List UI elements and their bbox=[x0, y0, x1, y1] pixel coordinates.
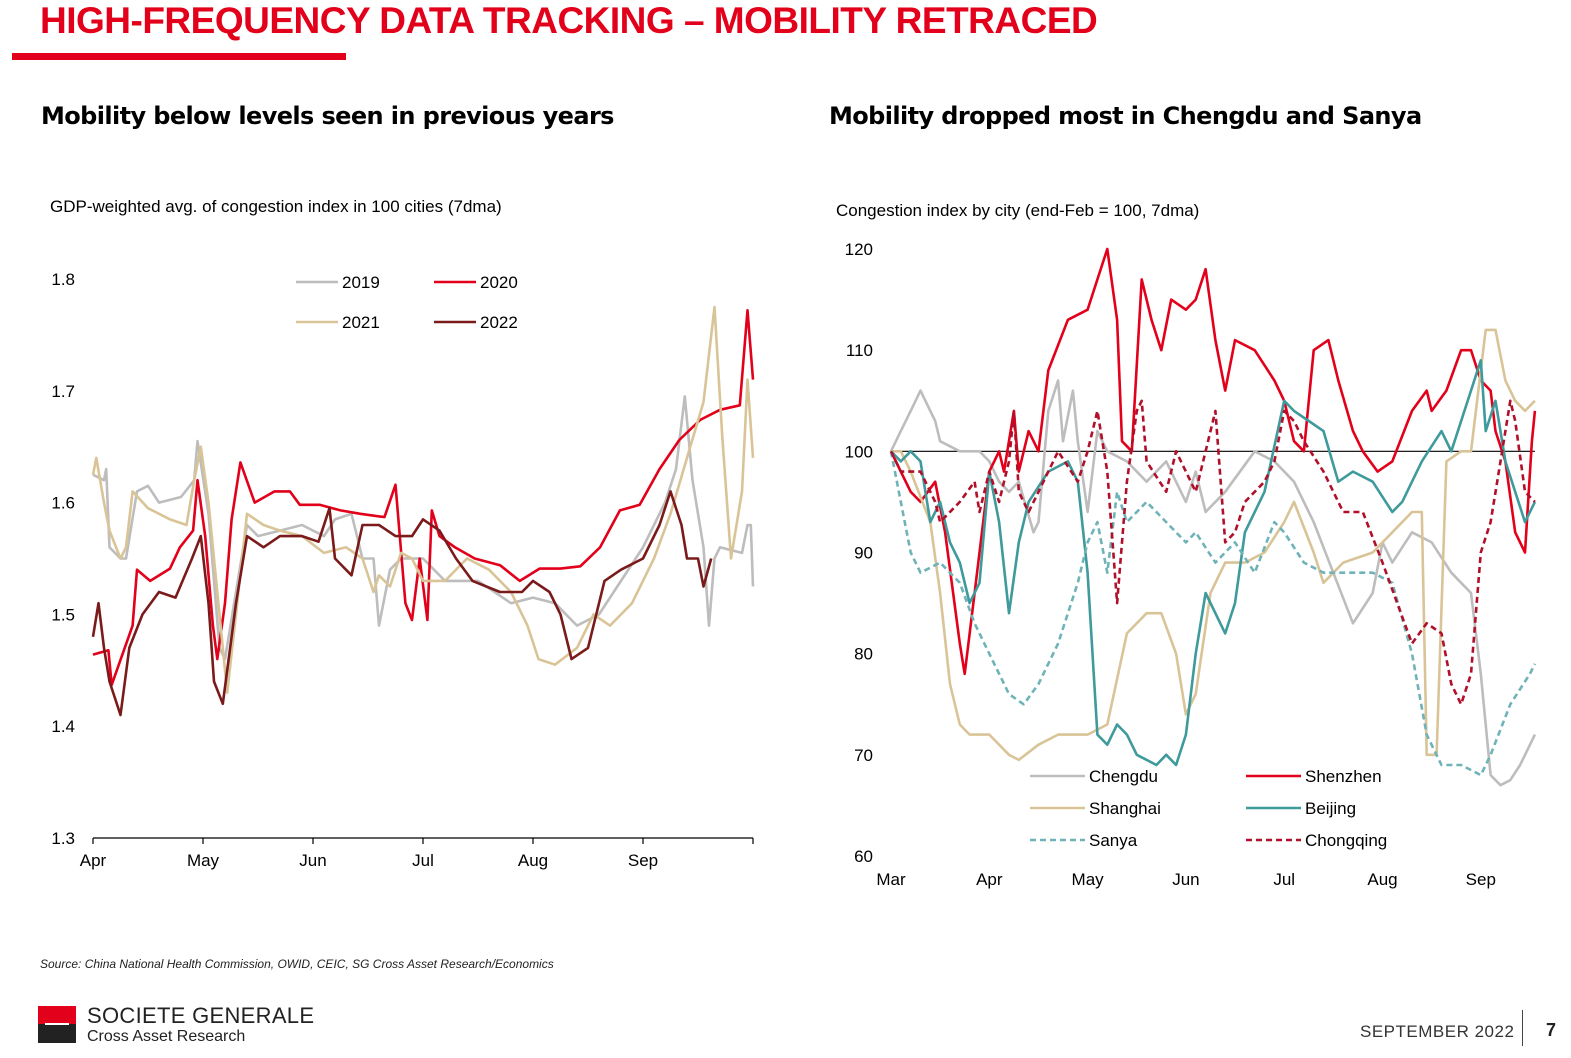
y-tick-label: 110 bbox=[846, 341, 873, 360]
x-tick-label: Aug bbox=[1367, 870, 1397, 889]
x-tick-label: Sep bbox=[628, 851, 658, 870]
y-tick-label: 1.8 bbox=[51, 270, 75, 289]
y-tick-label: 1.5 bbox=[51, 605, 75, 624]
series-line-beijing bbox=[890, 359, 1537, 767]
x-tick-label: Mar bbox=[876, 870, 906, 889]
legend-label: Shanghai bbox=[1089, 799, 1161, 818]
x-tick-label: Apr bbox=[80, 851, 107, 870]
series-line-2021 bbox=[91, 305, 755, 694]
chart-legend: 2019 2020 2021 2022 bbox=[296, 273, 518, 332]
left-chart-title: GDP-weighted avg. of congestion index in… bbox=[50, 197, 502, 216]
series-line-shanghai bbox=[891, 328, 1536, 762]
logo-name: SOCIETE GENERALE bbox=[87, 1003, 315, 1028]
right-chart-title: Congestion index by city (end-Feb = 100,… bbox=[836, 201, 1200, 220]
page-number: 7 bbox=[1546, 1020, 1557, 1040]
footer-divider bbox=[1522, 1010, 1523, 1046]
x-tick-label: Aug bbox=[518, 851, 548, 870]
y-tick-label: 90 bbox=[854, 544, 873, 563]
x-tick-label: May bbox=[187, 851, 220, 870]
legend-label: Shenzhen bbox=[1305, 767, 1382, 786]
y-tick-label: 60 bbox=[854, 847, 873, 866]
page-title: HIGH-FREQUENCY DATA TRACKING – MOBILITY … bbox=[40, 0, 1098, 41]
y-tick-label: 80 bbox=[854, 645, 873, 664]
series-line-chengdu bbox=[889, 379, 1537, 787]
series-line-chongqing bbox=[889, 399, 1536, 706]
chart-legend: Chengdu Shenzhen Shanghai Beijing Sanya Chong… bbox=[1030, 767, 1387, 850]
y-tick-label: 1.7 bbox=[51, 382, 75, 401]
y-tick-label: 1.6 bbox=[51, 494, 75, 513]
report-date: SEPTEMBER 2022 bbox=[1360, 1022, 1515, 1041]
y-tick-label: 1.3 bbox=[51, 829, 75, 848]
left-chart-heading: Mobility below levels seen in previous y… bbox=[41, 102, 614, 130]
y-tick-label: 100 bbox=[845, 442, 873, 461]
x-tick-label: Jul bbox=[1273, 870, 1295, 889]
series-line-shenzhen bbox=[889, 247, 1537, 676]
series-line-sanya bbox=[889, 451, 1537, 777]
legend-label: Chengdu bbox=[1089, 767, 1158, 786]
logo-subtitle: Cross Asset Research bbox=[87, 1028, 246, 1045]
series-line-2019 bbox=[92, 395, 755, 661]
right-line-chart: 60 70 80 90 100 110 120 Mar Apr May Jun Jul Aug Sep Ch… bbox=[845, 240, 1537, 889]
legend-label: 2019 bbox=[342, 273, 380, 292]
series-line-2020 bbox=[92, 309, 755, 687]
x-tick-label: Jun bbox=[299, 851, 326, 870]
x-tick-label: May bbox=[1072, 870, 1105, 889]
societe-generale-logo-icon bbox=[38, 1006, 76, 1043]
legend-label: 2022 bbox=[480, 313, 518, 332]
legend-label: Beijing bbox=[1305, 799, 1356, 818]
x-tick-label: Jun bbox=[1172, 870, 1199, 889]
legend-label: Chongqing bbox=[1305, 831, 1387, 850]
series-line-2022 bbox=[91, 490, 713, 717]
y-tick-label: 1.4 bbox=[51, 717, 75, 736]
x-tick-label: Jul bbox=[412, 851, 434, 870]
legend-label: 2020 bbox=[480, 273, 518, 292]
legend-label: 2021 bbox=[342, 313, 380, 332]
right-chart-heading: Mobility dropped most in Chengdu and San… bbox=[829, 102, 1422, 130]
legend-label: Sanya bbox=[1089, 831, 1138, 850]
x-tick-label: Apr bbox=[976, 870, 1003, 889]
y-tick-label: 70 bbox=[854, 746, 873, 765]
title-underline bbox=[12, 53, 346, 60]
left-line-chart: 1.3 1.4 1.5 1.6 1.7 1.8 Apr May Jun Jul Aug Sep 2019… bbox=[51, 270, 755, 870]
x-tick-label: Sep bbox=[1466, 870, 1496, 889]
y-tick-label: 120 bbox=[845, 240, 873, 259]
source-note: Source: China National Health Commission… bbox=[40, 957, 554, 971]
